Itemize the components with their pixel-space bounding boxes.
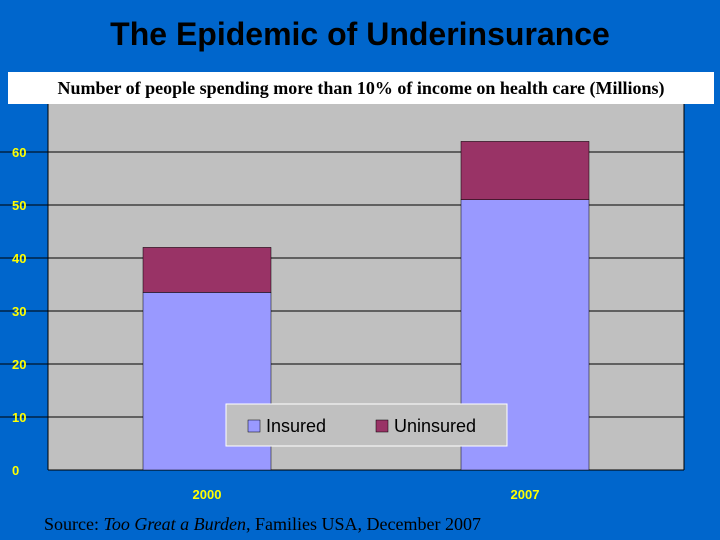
source-suffix: , Families USA, December 2007	[246, 514, 481, 534]
legend-label-insured: Insured	[266, 416, 326, 436]
title-band	[0, 0, 720, 70]
source-citation: Source: Too Great a Burden, Families USA…	[44, 514, 481, 535]
y-tick-label-60: 60	[12, 145, 26, 160]
y-tick-label-20: 20	[12, 357, 26, 372]
legend: Insured Uninsured	[225, 403, 508, 447]
y-tick-label-10: 10	[12, 410, 26, 425]
y-tick-labels: 0 10 20 30 40 50 60	[12, 145, 26, 478]
x-tick-label-2000: 2000	[193, 487, 222, 502]
chart-subtitle: Number of people spending more than 10% …	[57, 78, 665, 98]
legend-box	[225, 403, 508, 447]
y-tick-label-0: 0	[12, 463, 19, 478]
x-tick-label-2007: 2007	[511, 487, 540, 502]
subtitle-box: Number of people spending more than 10% …	[8, 72, 714, 104]
legend-swatch-insured	[247, 419, 261, 433]
y-tick-label-40: 40	[12, 251, 26, 266]
page-title: The Epidemic of Underinsurance	[110, 16, 610, 52]
source-work: Too Great a Burden	[103, 514, 246, 534]
source-prefix: Source:	[44, 514, 104, 534]
y-tick-label-30: 30	[12, 304, 26, 319]
bar-uninsured-2007	[460, 141, 590, 200]
legend-swatch-uninsured	[375, 419, 389, 433]
legend-label-uninsured: Uninsured	[394, 416, 476, 436]
bar-uninsured-2000	[142, 247, 272, 293]
y-tick-label-50: 50	[12, 198, 26, 213]
x-tick-labels: 2000 2007	[193, 487, 540, 502]
